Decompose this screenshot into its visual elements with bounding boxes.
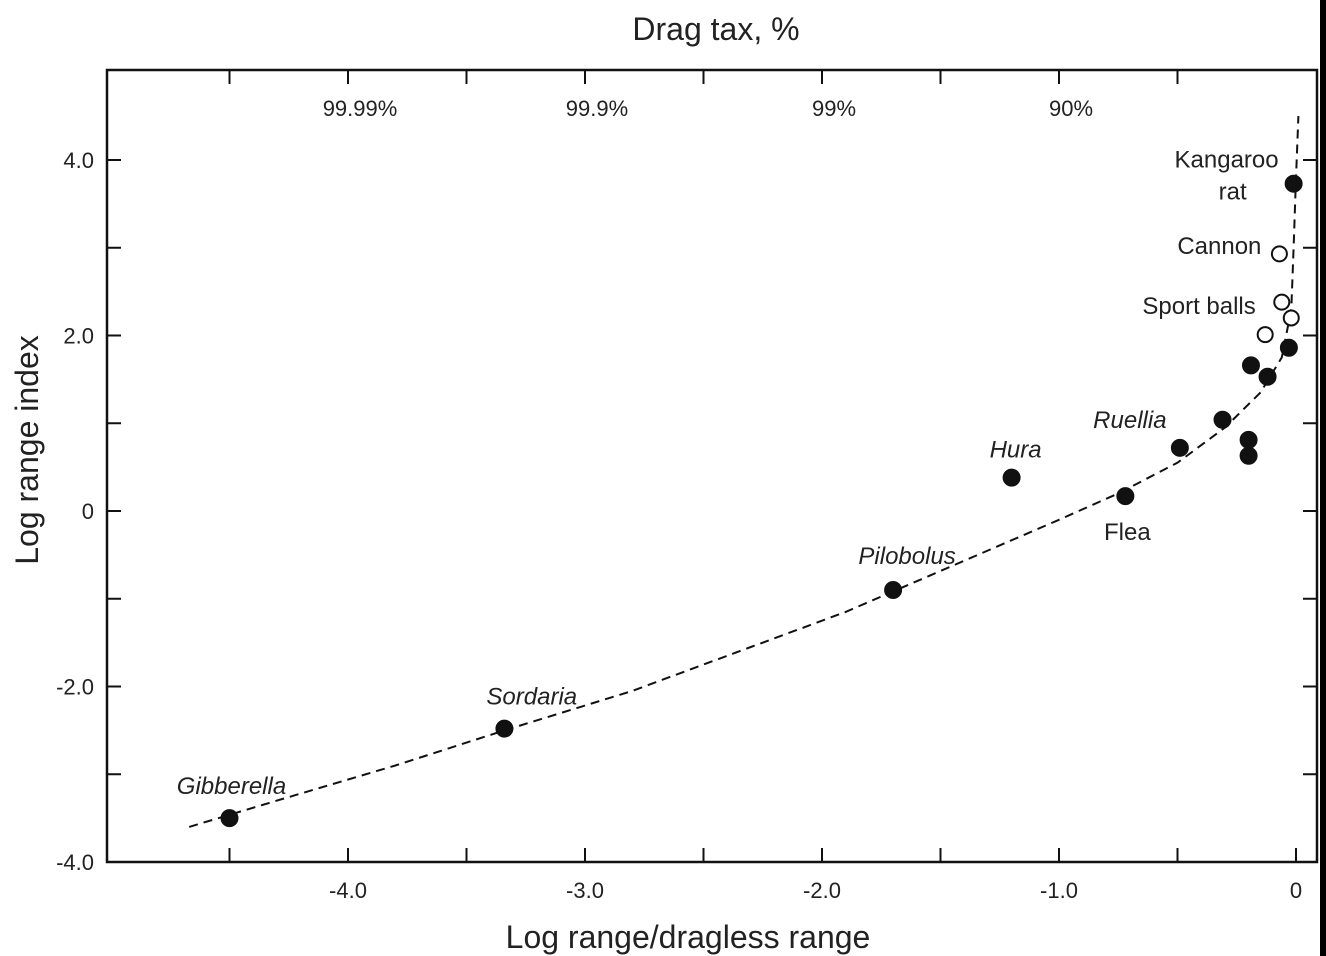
filled-data-point xyxy=(1002,468,1021,487)
edge-bar xyxy=(1320,0,1326,956)
point-annotation: Sport balls xyxy=(1142,293,1255,320)
top-tick-label: 99.99% xyxy=(323,96,398,121)
y-axis-title: Log range index xyxy=(9,335,45,565)
y-tick-label: -4.0 xyxy=(56,850,94,875)
filled-data-point xyxy=(1239,446,1258,465)
open-data-point xyxy=(1273,293,1291,311)
filled-data-point xyxy=(1239,430,1258,449)
open-data-point xyxy=(1282,309,1300,327)
trend-line xyxy=(188,116,1300,828)
filled-data-point xyxy=(1170,438,1189,457)
y-tick-label: 2.0 xyxy=(63,324,94,349)
filled-data-point xyxy=(1241,356,1260,375)
trend-line-layer xyxy=(188,116,1300,828)
x-tick-label: -3.0 xyxy=(566,878,604,903)
top-axis-title: Drag tax, % xyxy=(632,11,799,47)
point-annotation: Gibberella xyxy=(177,773,286,800)
point-annotation: Sordaria xyxy=(486,684,577,711)
x-tick-label: -4.0 xyxy=(329,878,367,903)
filled-data-point xyxy=(1258,367,1277,386)
filled-data-point xyxy=(1279,338,1298,357)
point-annotation: Kangaroo xyxy=(1175,147,1279,174)
y-tick-label: 4.0 xyxy=(63,148,94,173)
top-tick-label: 90% xyxy=(1049,96,1093,121)
filled-data-point xyxy=(495,719,514,738)
x-tick-label: 0 xyxy=(1290,878,1302,903)
x-axis-title: Log range/dragless range xyxy=(506,919,871,955)
point-annotation: Ruellia xyxy=(1093,407,1166,434)
x-tick-label: -2.0 xyxy=(803,878,841,903)
top-tick-label: 99% xyxy=(812,96,856,121)
ticks-layer: -4.0 -3.0 -2.0 -1.0 0 99.99% 99.9% 99% 90% 4.0 2.0… xyxy=(56,70,1317,903)
filled-data-point xyxy=(884,580,903,599)
open-data-point xyxy=(1270,245,1288,263)
point-annotation: Hura xyxy=(990,437,1042,464)
y-tick-label: -2.0 xyxy=(56,675,94,700)
filled-data-point xyxy=(1213,410,1232,429)
point-annotation: Flea xyxy=(1104,519,1151,546)
point-annotation: Cannon xyxy=(1177,233,1261,260)
point-annotation: rat xyxy=(1219,179,1247,206)
annotation-layer: Gibberella Sordaria Pilobolus Hura Ruellia Fl… xyxy=(177,147,1279,800)
points-layer xyxy=(220,174,1303,828)
top-tick-label: 99.9% xyxy=(566,96,628,121)
open-data-point xyxy=(1256,326,1274,344)
point-annotation: Pilobolus xyxy=(858,543,955,570)
plot-frame xyxy=(105,68,1319,864)
filled-data-point xyxy=(220,809,239,828)
filled-data-point xyxy=(1116,487,1135,506)
x-tick-label: -1.0 xyxy=(1040,878,1078,903)
filled-data-point xyxy=(1284,174,1303,193)
y-tick-label: 0 xyxy=(82,499,94,524)
